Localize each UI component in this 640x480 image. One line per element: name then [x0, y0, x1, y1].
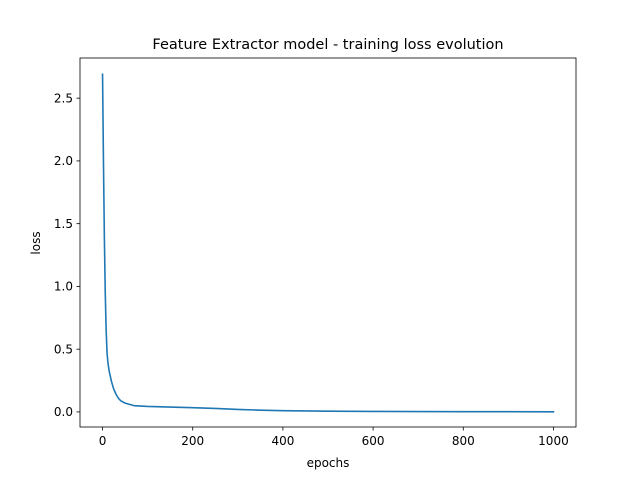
series-layer: [101, 73, 555, 413]
y-tick-label: 2.0: [54, 154, 73, 168]
x-tick-label: 600: [362, 434, 385, 448]
series-line-loss: [101, 73, 555, 413]
y-axis: 0.0 0.5 1.0 1.5 2.0 2.5: [54, 91, 80, 419]
chart-title: Feature Extractor model - training loss …: [152, 37, 503, 53]
y-axis-label: loss: [29, 231, 43, 254]
y-tick-label: 0.5: [54, 342, 73, 356]
x-axis: 0 200 400 600 800 1000: [99, 427, 569, 448]
y-tick-label: 1.0: [54, 280, 73, 294]
axes-frame: [79, 57, 577, 428]
x-tick-label: 0: [99, 434, 107, 448]
x-axis-label: epochs: [307, 456, 350, 470]
x-tick-label: 200: [181, 434, 204, 448]
x-tick-label: 400: [271, 434, 294, 448]
y-tick-label: 1.5: [54, 217, 73, 231]
x-tick-label: 1000: [538, 434, 569, 448]
y-tick-label: 0.0: [54, 405, 73, 419]
y-tick-label: 2.5: [54, 91, 73, 105]
x-tick-label: 800: [452, 434, 475, 448]
